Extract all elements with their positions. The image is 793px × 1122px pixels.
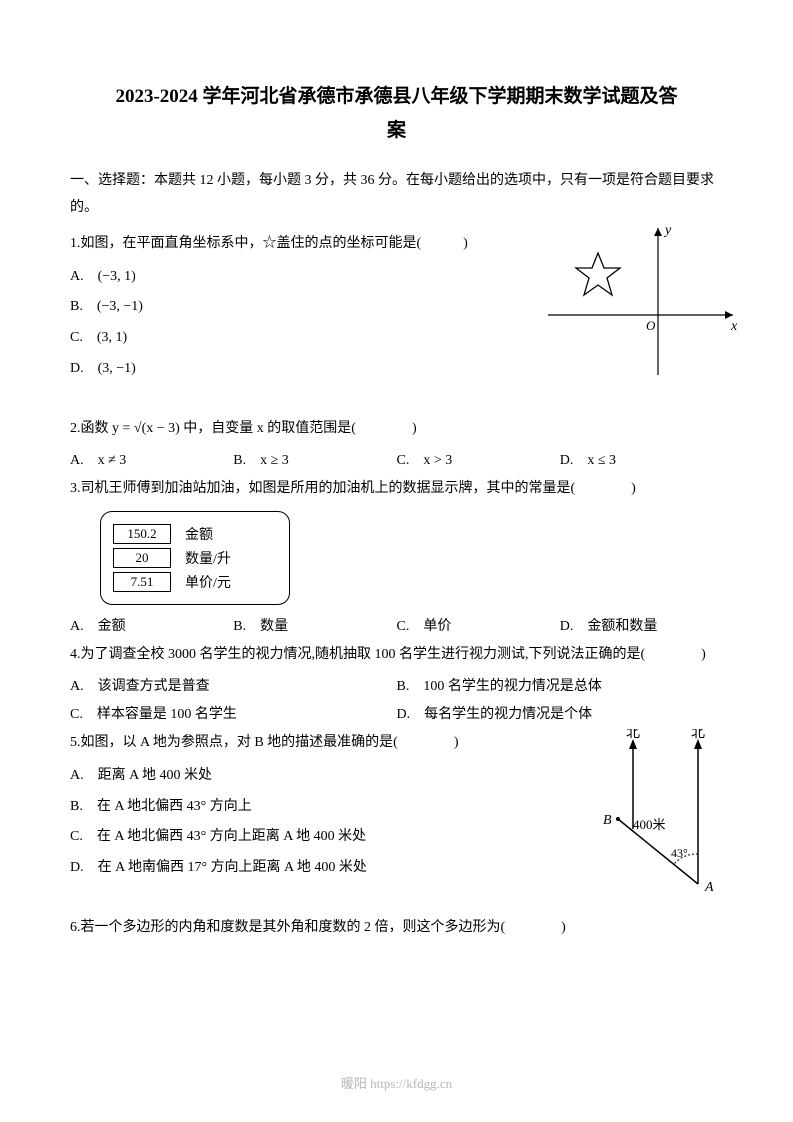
direction-diagram: 北 北 A B 400米 43° xyxy=(573,729,723,899)
pump-qty-label: 数量/升 xyxy=(185,548,231,568)
q4-text: 4.为了调查全校 3000 名学生的视力情况,随机抽取 100 名学生进行视力测… xyxy=(70,641,723,669)
x-axis-label: x xyxy=(730,319,738,334)
origin-label: O xyxy=(646,318,656,333)
y-axis-label: y xyxy=(663,223,672,238)
angle-label: 43° xyxy=(671,846,688,860)
pump-price-value: 7.51 xyxy=(113,572,171,592)
q6-text: 6.若一个多边形的内角和度数是其外角和度数的 2 倍，则这个多边形为( ) xyxy=(70,914,723,942)
pump-row-price: 7.51 单价/元 xyxy=(113,572,277,592)
pump-amount-value: 150.2 xyxy=(113,524,171,544)
coordinate-graph: x y O xyxy=(543,220,743,380)
q2-option-a: A. x ≠ 3 xyxy=(70,447,233,475)
pump-row-amount: 150.2 金额 xyxy=(113,524,277,544)
pump-display: 150.2 金额 20 数量/升 7.51 单价/元 xyxy=(100,511,290,605)
page-footer: 暖阳 https://kfdgg.cn xyxy=(0,1073,793,1092)
q4-option-c: C. 样本容量是 100 名学生 xyxy=(70,701,397,729)
q4-option-a: A. 该调查方式是普查 xyxy=(70,673,397,701)
question-5: 5.如图，以 A 地为参照点，对 B 地的描述最准确的是( ) A. 距离 A … xyxy=(70,729,723,884)
title-line-1: 2023-2024 学年河北省承德市承德县八年级下学期期末数学试题及答 xyxy=(70,80,723,114)
pump-qty-value: 20 xyxy=(113,548,171,568)
title-line-2: 案 xyxy=(70,114,723,148)
point-b-label: B xyxy=(603,813,612,828)
q3-option-c: C. 单价 xyxy=(397,613,560,641)
section-intro: 一、选择题：本题共 12 小题，每小题 3 分，共 36 分。在每小题给出的选项… xyxy=(70,168,723,221)
north-label-b: 北 xyxy=(626,729,640,741)
q3-option-a: A. 金额 xyxy=(70,613,233,641)
q4-option-b: B. 100 名学生的视力情况是总体 xyxy=(397,673,724,701)
q2-options: A. x ≠ 3 B. x ≥ 3 C. x > 3 D. x ≤ 3 xyxy=(70,447,723,475)
q3-option-d: D. 金额和数量 xyxy=(560,613,723,641)
q3-option-b: B. 数量 xyxy=(233,613,396,641)
star-icon xyxy=(576,253,620,295)
north-label-a: 北 xyxy=(691,729,705,741)
q2-option-c: C. x > 3 xyxy=(397,447,560,475)
question-1: 1.如图，在平面直角坐标系中，☆盖住的点的坐标可能是( ) A. (−3, 1)… xyxy=(70,230,723,385)
pump-price-label: 单价/元 xyxy=(185,572,231,592)
pump-row-quantity: 20 数量/升 xyxy=(113,548,277,568)
pump-amount-label: 金额 xyxy=(185,524,213,544)
q2-text: 2.函数 y = √(x − 3) 中，自变量 x 的取值范围是( ) xyxy=(70,415,723,443)
q2-option-d: D. x ≤ 3 xyxy=(560,447,723,475)
q2-option-b: B. x ≥ 3 xyxy=(233,447,396,475)
distance-label: 400米 xyxy=(633,817,666,832)
q4-options-row2: C. 样本容量是 100 名学生 D. 每名学生的视力情况是个体 xyxy=(70,701,723,729)
q3-options: A. 金额 B. 数量 C. 单价 D. 金额和数量 xyxy=(70,613,723,641)
point-a-label: A xyxy=(704,880,714,895)
q4-options-row1: A. 该调查方式是普查 B. 100 名学生的视力情况是总体 xyxy=(70,673,723,701)
q4-option-d: D. 每名学生的视力情况是个体 xyxy=(397,701,724,729)
q3-text: 3.司机王师傅到加油站加油，如图是所用的加油机上的数据显示牌，其中的常量是( ) xyxy=(70,475,723,503)
